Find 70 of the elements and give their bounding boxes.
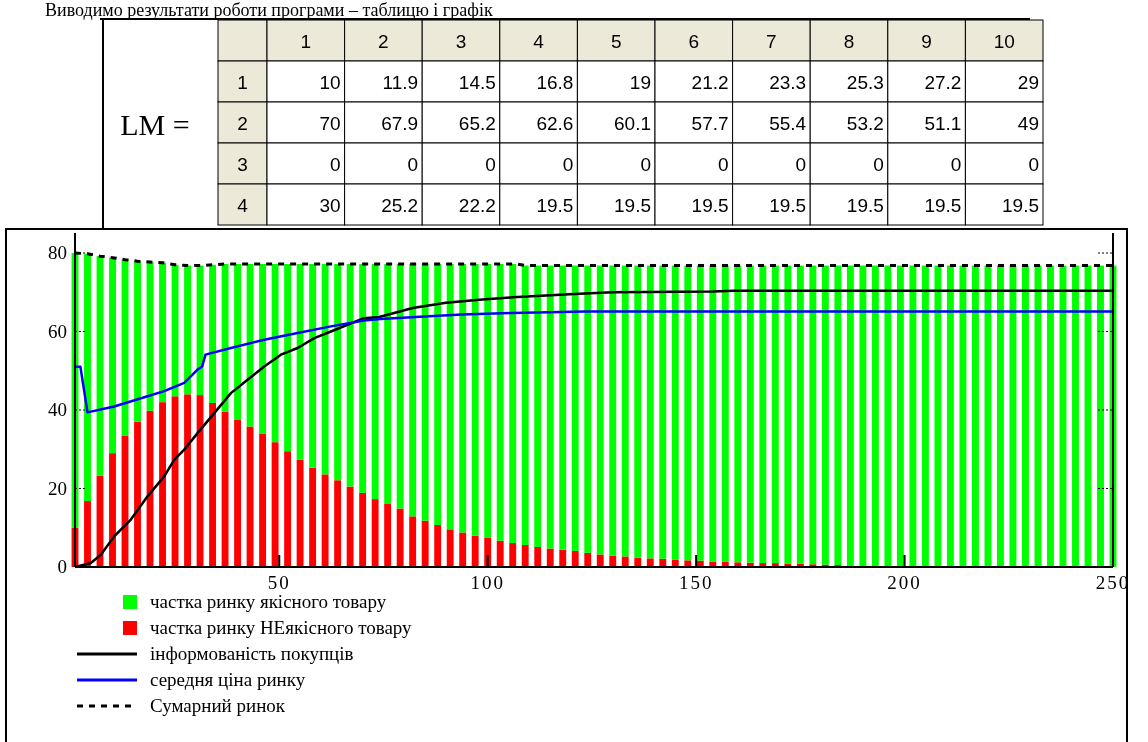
data-label: 27.2 [924, 71, 962, 93]
data-label: 19.5 [1002, 194, 1039, 216]
data-label: 23.3 [769, 71, 807, 93]
data-label: 55.4 [769, 112, 807, 134]
legend-label: частка ринку НЕякісного товару [150, 617, 413, 638]
y-tick-label: 2 [237, 112, 248, 134]
data-label: 14.5 [458, 71, 496, 93]
data-label: 19.5 [614, 194, 651, 216]
y-tick-label: 0 [57, 556, 67, 577]
x-tick-label: 2 [378, 30, 389, 52]
data-label: 70 [319, 112, 341, 134]
x-tick-label: 150 [678, 572, 714, 593]
x-tick-label: 3 [455, 30, 467, 52]
legend-label: середня ціна ринку [150, 669, 306, 690]
data-label: 21.2 [691, 71, 729, 93]
legend-label: інформованість покупців [150, 643, 354, 664]
y-tick-label: 40 [48, 399, 67, 420]
data-label: 19.5 [846, 194, 884, 216]
data-label: 19.5 [924, 194, 962, 216]
data-label: 19.5 [691, 194, 729, 216]
x-tick-label: 50 [267, 572, 291, 593]
data-label: 0 [640, 153, 651, 175]
data-label: 19 [629, 71, 651, 93]
data-label: 0 [562, 153, 574, 175]
y-tick-label: 1 [237, 71, 248, 93]
data-label: 16.8 [536, 71, 574, 93]
x-tick-label: 200 [887, 572, 922, 593]
data-label: 10 [319, 71, 341, 93]
data-label: 19.5 [769, 194, 807, 216]
data-label: 53.2 [846, 112, 884, 134]
data-label: 19.5 [536, 194, 574, 216]
data-label: 57.7 [691, 112, 729, 134]
data-label: 51.1 [924, 112, 962, 134]
data-label: 62.6 [536, 112, 574, 134]
data-label: 0 [485, 153, 496, 175]
y-tick-label: 3 [237, 153, 248, 175]
data-label: 0 [1028, 153, 1039, 175]
x-tick-label: 9 [921, 30, 932, 52]
x-tick-label: 100 [470, 572, 505, 593]
x-tick-label: 7 [766, 30, 777, 52]
y-tick-label: 60 [48, 320, 67, 342]
data-label: 0 [873, 153, 884, 175]
data-label: 29 [1017, 71, 1039, 93]
data-label: 25.3 [846, 71, 884, 93]
x-tick-label: 4 [533, 30, 545, 52]
data-label: 0 [718, 153, 729, 175]
data-label: 0 [330, 153, 341, 175]
data-label: 49 [1017, 112, 1039, 134]
legend-label: частка ринку якісного товару [150, 591, 387, 612]
y-tick-label: 4 [237, 194, 249, 216]
data-label: 0 [407, 153, 419, 175]
x-tick-label: 10 [993, 30, 1015, 52]
legend-label: Сумарний ринок [150, 695, 286, 716]
text: Виводимо результати роботи програми – таблицю і графік [45, 0, 493, 20]
x-tick-label: 6 [688, 30, 700, 52]
x-tick-label: 1 [300, 30, 312, 52]
x-tick-label: 8 [843, 30, 855, 52]
data-label: 25.2 [381, 194, 419, 216]
data-label: 11.9 [382, 71, 419, 93]
data-label: 67.9 [381, 112, 419, 134]
data-label: 65.2 [458, 112, 496, 134]
y-tick-label: 20 [48, 477, 67, 499]
data-label: 30 [319, 194, 341, 216]
text: LM = [120, 107, 190, 141]
y-tick-label: 80 [48, 242, 67, 263]
data-label: 22.2 [458, 194, 496, 216]
data-label: 60.1 [614, 112, 651, 134]
data-label: 0 [795, 153, 807, 175]
data-label: 0 [950, 153, 962, 175]
x-tick-label: 5 [610, 30, 622, 52]
